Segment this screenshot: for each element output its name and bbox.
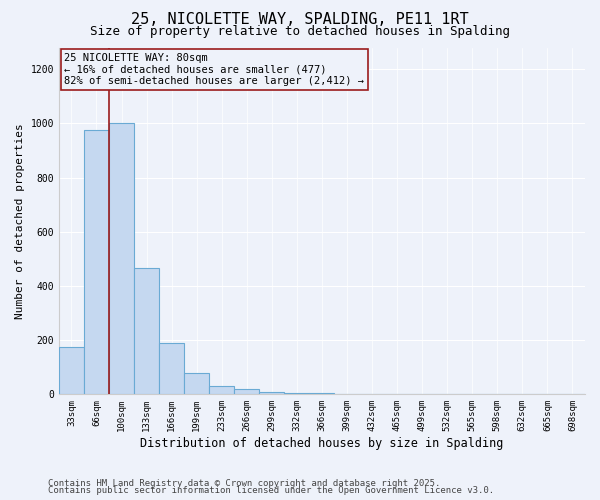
- Bar: [59, 347, 84, 395]
- Bar: [284, 393, 310, 394]
- Bar: [159, 343, 184, 394]
- Bar: [134, 268, 159, 394]
- Bar: [259, 392, 284, 394]
- Bar: [209, 386, 234, 394]
- Bar: [84, 130, 109, 394]
- Bar: [310, 393, 334, 394]
- Text: Contains HM Land Registry data © Crown copyright and database right 2025.: Contains HM Land Registry data © Crown c…: [48, 478, 440, 488]
- Text: 25 NICOLETTE WAY: 80sqm
← 16% of detached houses are smaller (477)
82% of semi-d: 25 NICOLETTE WAY: 80sqm ← 16% of detache…: [64, 52, 364, 86]
- Bar: [234, 389, 259, 394]
- Text: Contains public sector information licensed under the Open Government Licence v3: Contains public sector information licen…: [48, 486, 494, 495]
- Bar: [109, 124, 134, 394]
- Text: Size of property relative to detached houses in Spalding: Size of property relative to detached ho…: [90, 25, 510, 38]
- Y-axis label: Number of detached properties: Number of detached properties: [15, 123, 25, 319]
- Text: 25, NICOLETTE WAY, SPALDING, PE11 1RT: 25, NICOLETTE WAY, SPALDING, PE11 1RT: [131, 12, 469, 28]
- X-axis label: Distribution of detached houses by size in Spalding: Distribution of detached houses by size …: [140, 437, 503, 450]
- Bar: [184, 372, 209, 394]
